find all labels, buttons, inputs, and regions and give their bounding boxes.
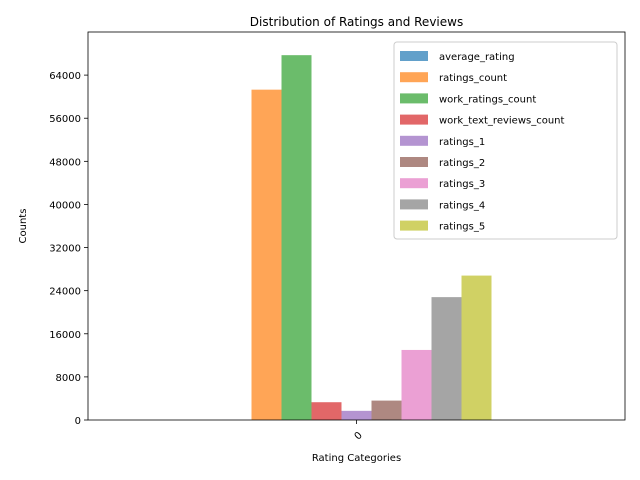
legend-label: ratings_3 xyxy=(439,179,485,190)
x-axis: 0 xyxy=(353,420,365,442)
y-tick-label: 48000 xyxy=(49,157,81,168)
y-tick-label: 0 xyxy=(75,416,81,427)
legend-swatch xyxy=(400,178,428,189)
legend-label: ratings_2 xyxy=(439,158,485,169)
legend-label: ratings_5 xyxy=(439,222,485,233)
bar-ratings-1 xyxy=(341,410,372,420)
legend: average_rating ratings_count work_ratings_… xyxy=(393,41,618,240)
bar-ratings-count xyxy=(251,89,282,421)
bar-work-ratings-count xyxy=(281,55,312,421)
legend-swatch xyxy=(400,93,428,104)
chart-title: Distribution of Ratings and Reviews xyxy=(250,15,463,29)
y-tick-label: 24000 xyxy=(49,287,81,298)
y-tick-label: 64000 xyxy=(49,71,81,82)
legend-label: average_rating xyxy=(439,52,515,63)
bar-ratings-5 xyxy=(461,275,492,420)
legend-label: ratings_4 xyxy=(439,200,485,211)
legend-swatch xyxy=(400,114,428,125)
plot-area xyxy=(221,55,492,421)
legend-label: ratings_1 xyxy=(439,137,485,148)
y-axis-label: Counts xyxy=(18,209,29,244)
y-tick-label: 56000 xyxy=(49,114,81,125)
legend-swatch xyxy=(400,51,428,61)
legend-box xyxy=(393,41,618,240)
bar-ratings-3 xyxy=(401,349,432,420)
legend-swatch xyxy=(400,72,428,83)
y-tick-label: 8000 xyxy=(56,373,81,384)
bar-ratings-4 xyxy=(431,297,462,420)
legend-label: work_text_reviews_count xyxy=(439,116,565,127)
y-axis: 0 8000 16000 24000 32000 40000 48000 56000 64000 xyxy=(49,71,88,427)
legend-swatch xyxy=(400,135,428,146)
legend-swatch xyxy=(400,157,428,167)
bar-ratings-2 xyxy=(371,400,402,420)
y-tick-label: 32000 xyxy=(49,244,81,255)
x-axis-label: Rating Categories xyxy=(312,453,401,464)
x-tick-label: 0 xyxy=(353,430,365,442)
legend-swatch xyxy=(400,199,428,210)
legend-label: work_ratings_count xyxy=(439,94,536,105)
legend-label: ratings_count xyxy=(439,73,507,84)
y-tick-label: 40000 xyxy=(49,200,81,211)
y-tick-label: 16000 xyxy=(49,330,81,341)
bar-work-text-reviews-count xyxy=(311,402,342,420)
legend-swatch xyxy=(400,220,428,231)
